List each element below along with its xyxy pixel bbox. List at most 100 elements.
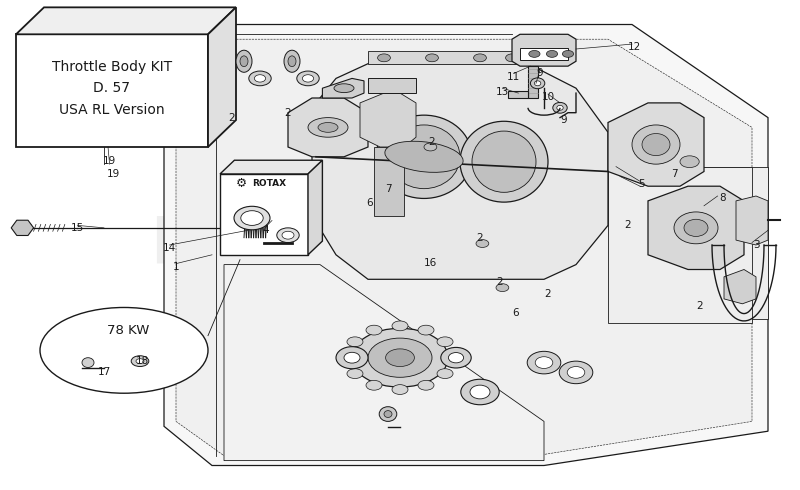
Text: 2: 2 xyxy=(477,233,483,243)
Circle shape xyxy=(418,325,434,335)
Ellipse shape xyxy=(334,84,354,93)
Circle shape xyxy=(386,349,414,367)
Polygon shape xyxy=(374,147,404,216)
Text: 14: 14 xyxy=(163,244,176,253)
Polygon shape xyxy=(224,265,544,461)
Ellipse shape xyxy=(254,74,266,82)
Circle shape xyxy=(529,50,540,57)
Ellipse shape xyxy=(472,131,536,192)
Ellipse shape xyxy=(376,115,472,198)
Text: 78 KW: 78 KW xyxy=(107,324,149,337)
Ellipse shape xyxy=(318,122,338,132)
Ellipse shape xyxy=(336,347,368,369)
Polygon shape xyxy=(208,7,236,147)
Text: 1: 1 xyxy=(173,262,179,272)
Ellipse shape xyxy=(302,74,314,82)
Ellipse shape xyxy=(559,361,593,384)
Ellipse shape xyxy=(379,407,397,421)
Polygon shape xyxy=(11,220,34,236)
Circle shape xyxy=(562,50,574,57)
Ellipse shape xyxy=(684,220,708,236)
Polygon shape xyxy=(736,196,768,245)
Polygon shape xyxy=(322,78,364,98)
Ellipse shape xyxy=(136,359,144,364)
Polygon shape xyxy=(164,24,768,465)
Ellipse shape xyxy=(567,367,585,378)
Text: 3: 3 xyxy=(753,240,759,250)
Circle shape xyxy=(347,337,363,347)
Text: 9: 9 xyxy=(537,68,543,77)
Ellipse shape xyxy=(240,56,248,67)
Text: 11: 11 xyxy=(507,72,520,82)
Ellipse shape xyxy=(557,105,563,110)
Ellipse shape xyxy=(632,125,680,164)
Text: ROTAX: ROTAX xyxy=(252,179,286,188)
Circle shape xyxy=(347,368,363,378)
Polygon shape xyxy=(724,270,756,304)
Polygon shape xyxy=(288,98,368,157)
Polygon shape xyxy=(220,174,308,255)
Bar xyxy=(520,48,568,60)
Ellipse shape xyxy=(388,125,460,189)
Polygon shape xyxy=(220,160,322,174)
Text: 2: 2 xyxy=(429,137,435,147)
Circle shape xyxy=(378,54,390,62)
Polygon shape xyxy=(312,64,608,279)
Circle shape xyxy=(506,54,518,62)
Text: 6: 6 xyxy=(513,308,519,318)
Ellipse shape xyxy=(288,56,296,67)
Text: 16: 16 xyxy=(424,258,437,268)
Ellipse shape xyxy=(553,102,567,113)
Text: 19: 19 xyxy=(103,156,116,166)
Circle shape xyxy=(437,337,453,347)
Ellipse shape xyxy=(241,211,263,225)
Polygon shape xyxy=(16,7,236,34)
Text: 5: 5 xyxy=(638,179,645,189)
Ellipse shape xyxy=(470,385,490,399)
Text: 13: 13 xyxy=(496,87,509,97)
Text: 6: 6 xyxy=(366,198,373,208)
Ellipse shape xyxy=(82,358,94,368)
Ellipse shape xyxy=(282,231,294,239)
Circle shape xyxy=(368,338,432,377)
Polygon shape xyxy=(176,39,752,456)
Circle shape xyxy=(476,240,489,247)
Text: ⚙: ⚙ xyxy=(538,49,638,156)
Ellipse shape xyxy=(297,71,319,86)
Polygon shape xyxy=(368,51,528,64)
Polygon shape xyxy=(16,34,208,147)
Polygon shape xyxy=(608,167,752,323)
Ellipse shape xyxy=(530,78,545,89)
Ellipse shape xyxy=(249,71,271,86)
Text: 10: 10 xyxy=(542,92,554,101)
Ellipse shape xyxy=(534,81,541,86)
Text: 7: 7 xyxy=(385,184,391,194)
Text: Throttle Body KIT
D. 57
USA RL Version: Throttle Body KIT D. 57 USA RL Version xyxy=(52,59,172,117)
Text: 9: 9 xyxy=(561,115,567,124)
Text: 8: 8 xyxy=(719,194,726,203)
Ellipse shape xyxy=(284,50,300,72)
Ellipse shape xyxy=(344,352,360,363)
Text: 12: 12 xyxy=(628,42,641,51)
Polygon shape xyxy=(368,78,416,93)
Ellipse shape xyxy=(535,357,553,368)
Ellipse shape xyxy=(448,353,464,363)
Text: 2: 2 xyxy=(497,277,503,287)
Ellipse shape xyxy=(277,228,299,243)
Text: PartsRepublic: PartsRepublic xyxy=(150,214,650,276)
Text: 2: 2 xyxy=(625,220,631,230)
Text: 2: 2 xyxy=(545,289,551,299)
Polygon shape xyxy=(528,66,538,98)
Polygon shape xyxy=(308,160,322,255)
Ellipse shape xyxy=(236,50,252,72)
Polygon shape xyxy=(360,93,416,147)
Text: 15: 15 xyxy=(71,223,84,233)
Text: 4: 4 xyxy=(262,225,269,235)
Circle shape xyxy=(352,328,448,387)
Circle shape xyxy=(366,325,382,335)
Text: 2: 2 xyxy=(697,301,703,311)
Ellipse shape xyxy=(40,308,208,393)
Circle shape xyxy=(444,353,460,363)
Text: 17: 17 xyxy=(98,368,110,377)
Ellipse shape xyxy=(308,118,348,137)
